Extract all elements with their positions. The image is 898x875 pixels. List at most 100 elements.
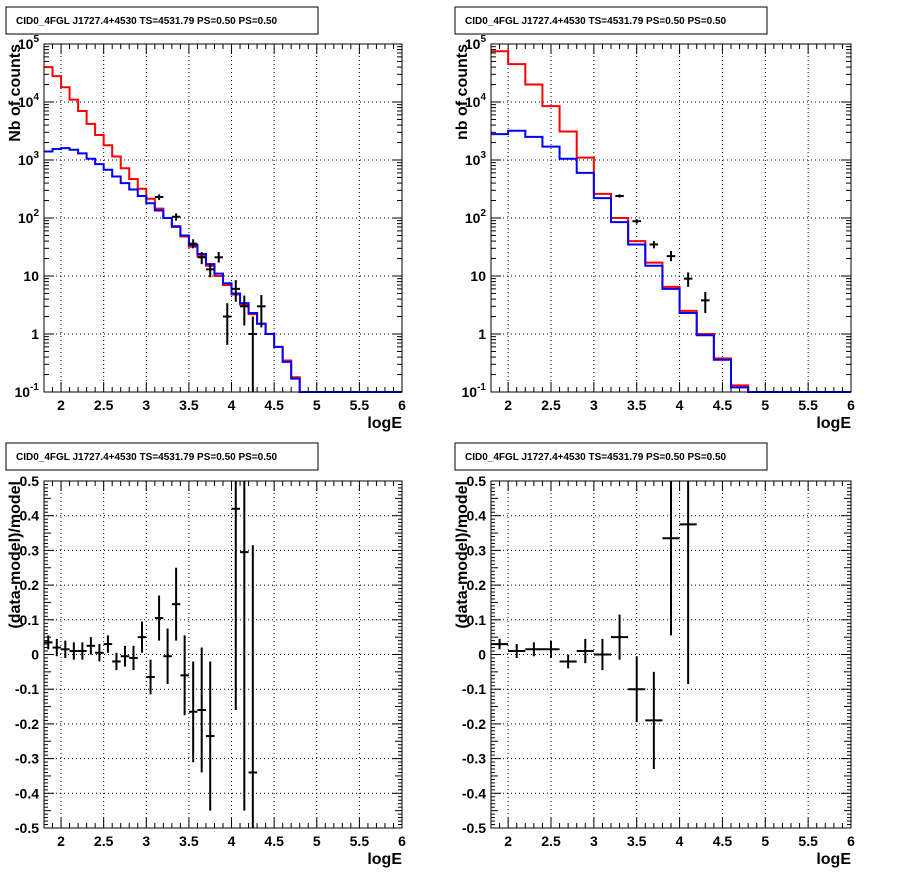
chart-title: CID0_4FGL J1727.4+4530 TS=4531.79 PS=0.5…	[16, 452, 278, 463]
data-point	[78, 642, 87, 660]
chart-title-box	[454, 442, 768, 471]
x-tick-label: 6	[847, 833, 855, 849]
x-tick-label: 5.5	[798, 397, 818, 413]
y-tick-label: 0.2	[467, 577, 487, 593]
chart-panel-1: CID0_4FGL J1727.4+4530 TS=4531.79 PS=0.5…	[5, 6, 406, 432]
histogram-series-2	[491, 129, 851, 393]
y-tick-label: 0.3	[467, 542, 487, 558]
data-point	[257, 295, 266, 328]
data-point	[576, 638, 594, 664]
plot-frame	[43, 480, 403, 829]
data-point	[240, 295, 249, 326]
y-tick-label: -0.4	[462, 785, 486, 801]
chart-title-box	[5, 6, 319, 35]
plot-frame	[43, 43, 403, 393]
data-point	[632, 219, 641, 224]
y-tick-label: 0.1	[467, 612, 487, 628]
x-tick-label: 5.5	[350, 397, 370, 413]
data-point	[154, 194, 164, 200]
y-tick-label: 1	[31, 326, 39, 342]
data-point	[223, 303, 232, 345]
data-point	[683, 272, 693, 287]
y-tick-label: -0.5	[462, 820, 486, 836]
x-tick-label: 3	[590, 833, 598, 849]
data-point	[120, 645, 130, 667]
chart-panel-2: CID0_4FGL J1727.4+4530 TS=4531.79 PS=0.5…	[454, 6, 855, 432]
x-tick-label: 4.5	[713, 833, 733, 849]
histogram-series-2	[44, 147, 402, 393]
x-tick-label: 6	[398, 397, 406, 413]
x-axis-label: logE	[367, 851, 402, 868]
chart-title: CID0_4FGL J1727.4+4530 TS=4531.79 PS=0.5…	[465, 16, 727, 27]
data-point	[188, 239, 198, 249]
data-point	[86, 637, 96, 655]
x-tick-label: 2.5	[94, 397, 114, 413]
x-tick-label: 6	[847, 397, 855, 413]
y-tick-label: 0	[31, 647, 39, 663]
data-point	[593, 638, 611, 671]
data-point	[205, 661, 215, 811]
x-tick-label: 4.5	[264, 833, 284, 849]
data-point	[52, 638, 62, 657]
chart-panel-4: CID0_4FGL J1727.4+4530 TS=4531.79 PS=0.5…	[454, 442, 855, 868]
chart-title: CID0_4FGL J1727.4+4530 TS=4531.79 PS=0.5…	[465, 452, 727, 463]
x-tick-label: 5	[313, 833, 321, 849]
y-tick-label: 10	[470, 268, 486, 284]
y-tick-label: 1	[478, 326, 486, 342]
data-point	[542, 640, 560, 658]
y-tick-label: 10-1	[462, 382, 487, 400]
y-tick-label: 105	[465, 34, 487, 52]
data-point	[197, 647, 206, 773]
x-tick-label: 2.5	[541, 397, 561, 413]
y-tick-label: -0.1	[15, 681, 39, 697]
x-tick-label: 3	[142, 833, 150, 849]
x-tick-label: 2	[57, 833, 65, 849]
x-tick-label: 4.5	[264, 397, 284, 413]
data-point	[180, 635, 189, 716]
data-point	[559, 654, 577, 669]
data-point	[214, 251, 223, 263]
x-tick-label: 6	[398, 833, 406, 849]
x-axis-label: logE	[367, 415, 402, 432]
y-tick-label: -0.1	[462, 681, 486, 697]
data-point	[103, 635, 113, 653]
data-point	[662, 481, 680, 636]
data-point	[666, 250, 676, 262]
x-tick-label: 3.5	[179, 833, 199, 849]
data-point	[231, 481, 241, 711]
data-point	[163, 628, 172, 684]
data-point	[197, 251, 206, 265]
x-tick-label: 2.5	[94, 833, 114, 849]
data-point	[231, 280, 241, 302]
x-tick-label: 3.5	[627, 833, 647, 849]
x-tick-label: 2	[504, 397, 512, 413]
y-tick-label: 102	[465, 208, 487, 226]
y-tick-label: 0.4	[20, 508, 40, 524]
y-tick-label: 103	[18, 150, 40, 168]
x-tick-label: 3	[142, 397, 150, 413]
data-point	[679, 481, 697, 684]
data-point	[205, 263, 215, 278]
histogram-series-1	[44, 66, 402, 393]
x-tick-label: 4	[676, 833, 684, 849]
x-tick-label: 5.5	[798, 833, 818, 849]
y-tick-label: 0	[478, 647, 486, 663]
y-tick-label: -0.2	[462, 716, 486, 732]
x-tick-label: 2	[57, 397, 65, 413]
data-point	[611, 614, 629, 660]
x-axis-label: logE	[816, 851, 851, 868]
x-tick-label: 3	[590, 397, 598, 413]
y-tick-label: 104	[18, 92, 40, 110]
y-tick-label: 0.5	[467, 473, 487, 489]
data-point	[525, 642, 543, 657]
y-tick-label: 103	[465, 150, 487, 168]
data-point	[649, 241, 659, 249]
x-tick-label: 3.5	[179, 397, 199, 413]
x-tick-label: 4.5	[713, 397, 733, 413]
data-point	[248, 316, 258, 392]
y-tick-label: 105	[18, 34, 40, 52]
chart-title-box	[454, 6, 768, 35]
y-tick-label: -0.3	[15, 751, 39, 767]
x-tick-label: 5	[313, 397, 321, 413]
